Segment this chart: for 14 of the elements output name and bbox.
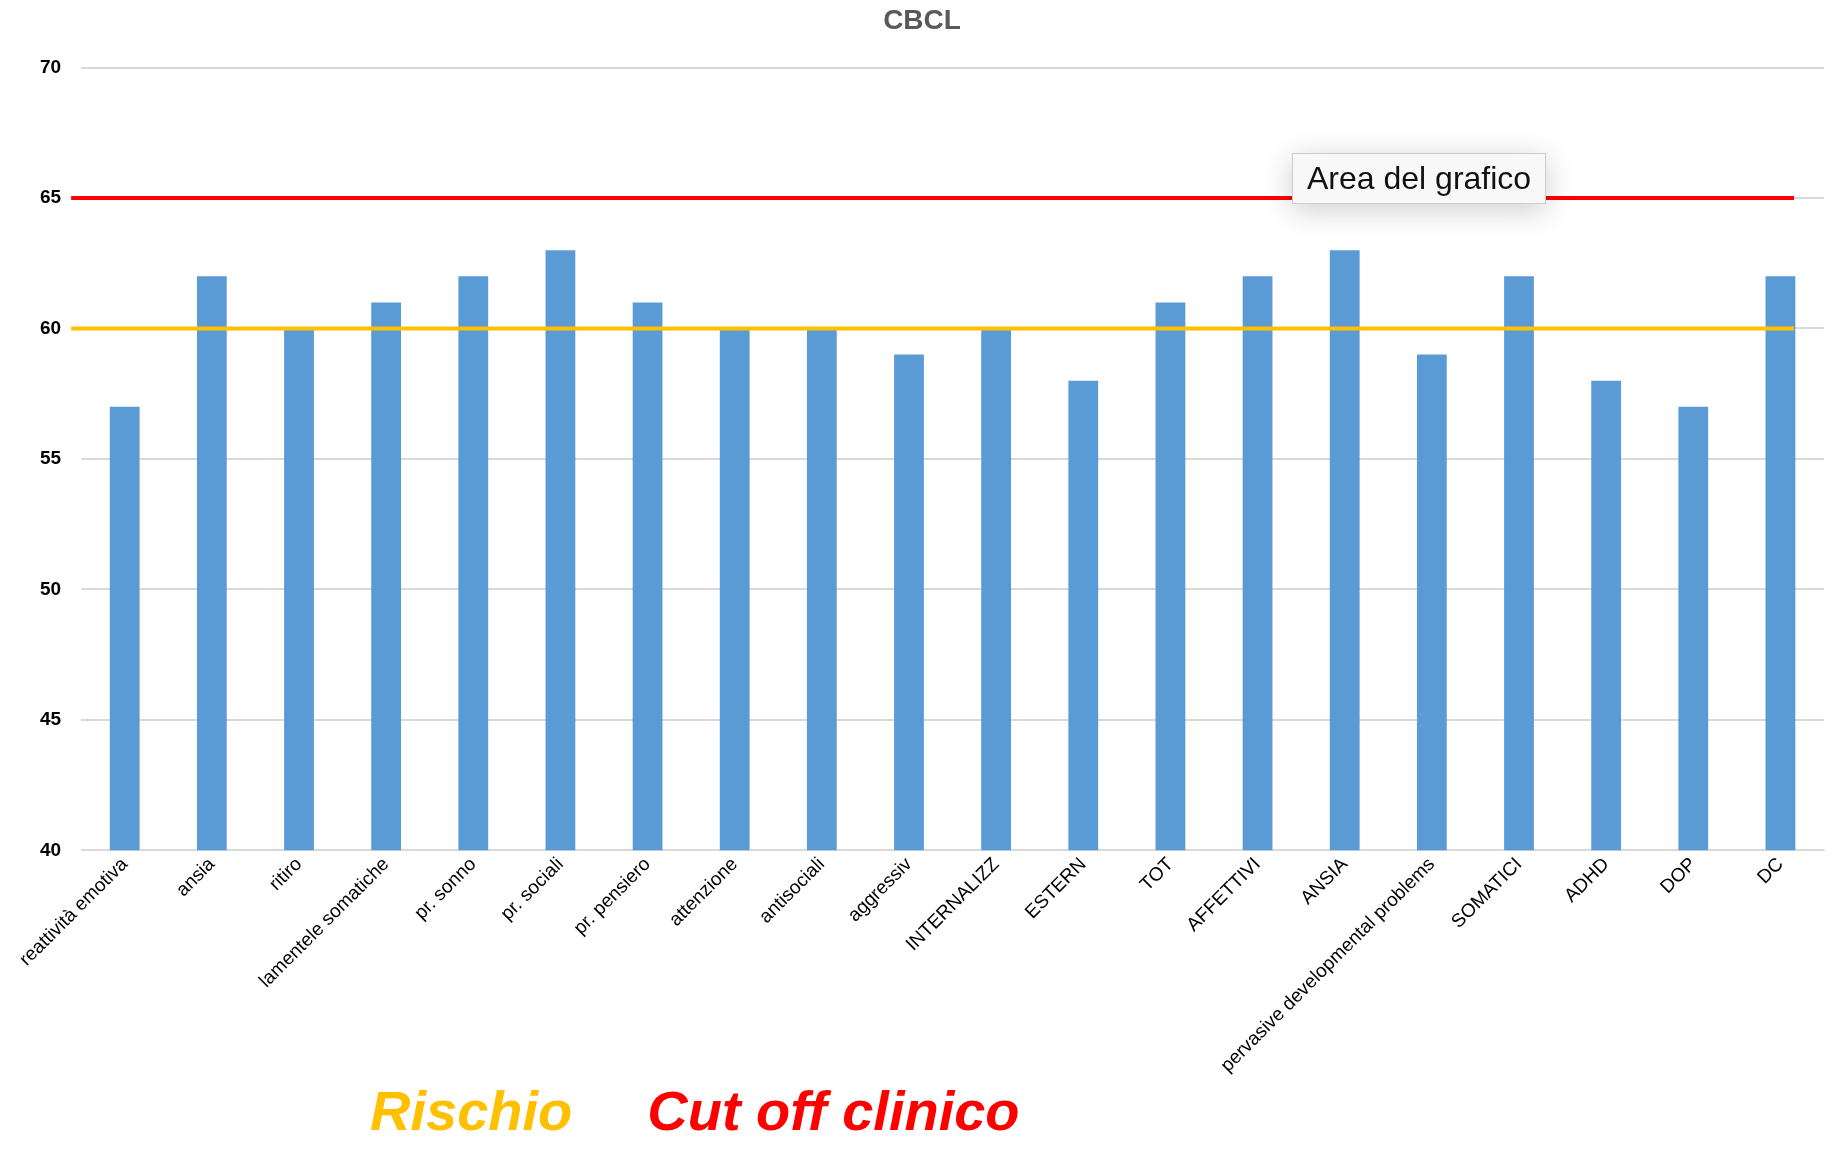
- y-tick-label: 40: [39, 838, 62, 860]
- y-tick-label: 60: [39, 316, 62, 338]
- y-tick-label: 70: [39, 55, 62, 77]
- ref-line-label: Cut off clinico: [647, 1078, 1020, 1143]
- chart-title: CBCL: [883, 3, 961, 35]
- y-tick-label: 65: [39, 186, 62, 208]
- x-tick-label: DC: [1752, 853, 1787, 888]
- ref-line-label: Rischio: [370, 1078, 573, 1143]
- x-tick-label: TOT: [1135, 852, 1178, 895]
- y-tick-label: 50: [39, 577, 62, 599]
- y-tick-label: 55: [39, 447, 62, 469]
- annotation: Area del grafico: [1292, 153, 1547, 204]
- x-tick-label: ritiro: [264, 853, 306, 894]
- y-tick-label: 45: [39, 708, 62, 730]
